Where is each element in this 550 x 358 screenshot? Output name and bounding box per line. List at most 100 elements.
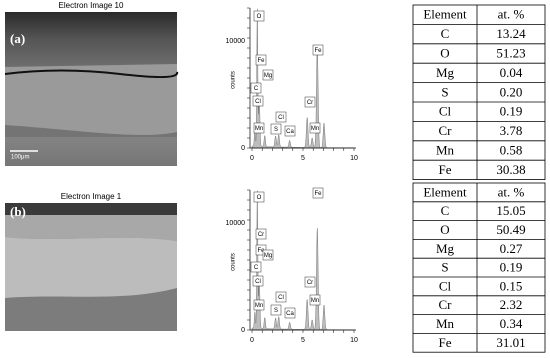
peak-label: Mn xyxy=(255,303,263,309)
peak-box xyxy=(253,122,265,134)
peak-box xyxy=(275,111,287,123)
peak-label: S xyxy=(274,127,278,133)
table-cell: Mg xyxy=(436,65,455,80)
y-tick-label: 0 xyxy=(241,327,245,334)
image-title: Electron Image 10 xyxy=(59,1,124,10)
panel-label: (b) xyxy=(10,204,26,219)
table-cell: Mg xyxy=(436,241,455,256)
peak-box xyxy=(250,261,262,273)
x-tick-label: 10 xyxy=(350,155,358,162)
peak-box xyxy=(253,10,265,22)
table-cell: Fe xyxy=(439,162,452,177)
table-cell: O xyxy=(440,222,449,237)
table-cell: 0.19 xyxy=(500,260,523,275)
y-tick-label: 10000 xyxy=(226,38,246,45)
peak-box xyxy=(309,122,321,134)
peak-box xyxy=(284,125,296,137)
peak-label: C xyxy=(254,86,259,92)
panel-label: (a) xyxy=(10,31,25,46)
table-cell: C xyxy=(441,26,450,41)
x-tick-label: 0 xyxy=(250,337,254,344)
table-cell: Cl xyxy=(439,278,452,293)
peak-box xyxy=(253,191,265,203)
peak-label: O xyxy=(257,14,262,20)
table-cell: O xyxy=(440,45,449,60)
sem-crack xyxy=(4,69,179,79)
table-cell: Mn xyxy=(436,316,455,331)
peak-label: Ca xyxy=(286,129,294,135)
peak-box xyxy=(312,187,324,199)
table-cell: 15.05 xyxy=(496,203,525,218)
peak-box xyxy=(270,123,282,135)
table-cell: C xyxy=(441,203,450,218)
peak-box xyxy=(253,299,265,311)
peak-label: Fe xyxy=(257,58,265,64)
table-cell: 2.32 xyxy=(500,297,523,312)
scale-bar-label: 250μm xyxy=(11,336,29,342)
peak-label: Cl xyxy=(278,115,284,121)
peak-box xyxy=(304,276,316,288)
x-tick-label: 0 xyxy=(250,155,254,162)
peak-box xyxy=(275,291,287,303)
y-axis-label: counts xyxy=(231,253,237,271)
peak-label: Mg xyxy=(264,253,272,259)
x-tick-label: 10 xyxy=(350,337,358,344)
peak-label: Cr xyxy=(307,280,313,286)
peak-label: S xyxy=(274,308,278,314)
peak-box xyxy=(309,294,321,306)
peak-box xyxy=(262,249,274,261)
table-cell: Fe xyxy=(439,335,452,350)
peak-box xyxy=(255,54,267,66)
table-header: at. % xyxy=(498,184,525,199)
table-cell: 50.49 xyxy=(496,222,525,237)
table-cell: S xyxy=(441,84,448,99)
peak-label: Mn xyxy=(311,298,319,304)
sem-layer2 xyxy=(5,237,177,298)
table-header: at. % xyxy=(498,7,525,22)
table-cell: 0.20 xyxy=(500,84,523,99)
x-tick-label: 5 xyxy=(301,155,305,162)
spectrum xyxy=(251,190,355,331)
y-axis-label: counts xyxy=(231,71,237,89)
sem-layer xyxy=(5,215,177,241)
table-cell: 0.15 xyxy=(500,278,523,293)
image-title: Electron Image 1 xyxy=(61,192,122,201)
table-cell: 0.34 xyxy=(500,316,523,331)
peak-label: Cl xyxy=(255,279,261,285)
table-cell: 3.78 xyxy=(500,123,523,138)
table-cell: 30.38 xyxy=(496,162,525,177)
peak-label: Cl xyxy=(278,295,284,301)
peak-label: Fe xyxy=(314,48,322,54)
peak-label: Fe xyxy=(314,191,322,197)
peak-box xyxy=(252,95,264,107)
table-cell: 0.04 xyxy=(500,65,523,80)
table-cell: 51.23 xyxy=(496,45,525,60)
table-cell: 31.01 xyxy=(496,335,525,350)
table-cell: 0.27 xyxy=(500,241,523,256)
peak-box xyxy=(270,304,282,316)
peak-box xyxy=(255,228,267,240)
peak-label: Fe xyxy=(257,248,265,254)
peak-box xyxy=(250,82,262,94)
peak-label: Cr xyxy=(258,232,264,238)
table-header: Element xyxy=(423,184,467,199)
peak-box xyxy=(252,275,264,287)
peak-box xyxy=(284,307,296,319)
peak-label: Mn xyxy=(311,126,319,132)
peak-box xyxy=(262,69,274,81)
table-cell: Cr xyxy=(439,297,453,312)
table-header: Element xyxy=(423,7,467,22)
x-tick-label: 5 xyxy=(301,337,305,344)
peak-box xyxy=(304,96,316,108)
table-cell: 0.58 xyxy=(500,142,523,157)
table-cell: S xyxy=(441,260,448,275)
sem-layer xyxy=(5,64,177,135)
y-tick-label: 0 xyxy=(241,145,245,152)
table-border xyxy=(412,4,546,181)
peak-label: Mn xyxy=(255,126,263,132)
peak-label: Cr xyxy=(307,100,313,106)
sem-band xyxy=(5,203,177,215)
table-cell: 13.24 xyxy=(496,26,526,41)
table-cell: 0.19 xyxy=(500,104,523,119)
peak-label: C xyxy=(254,265,259,271)
